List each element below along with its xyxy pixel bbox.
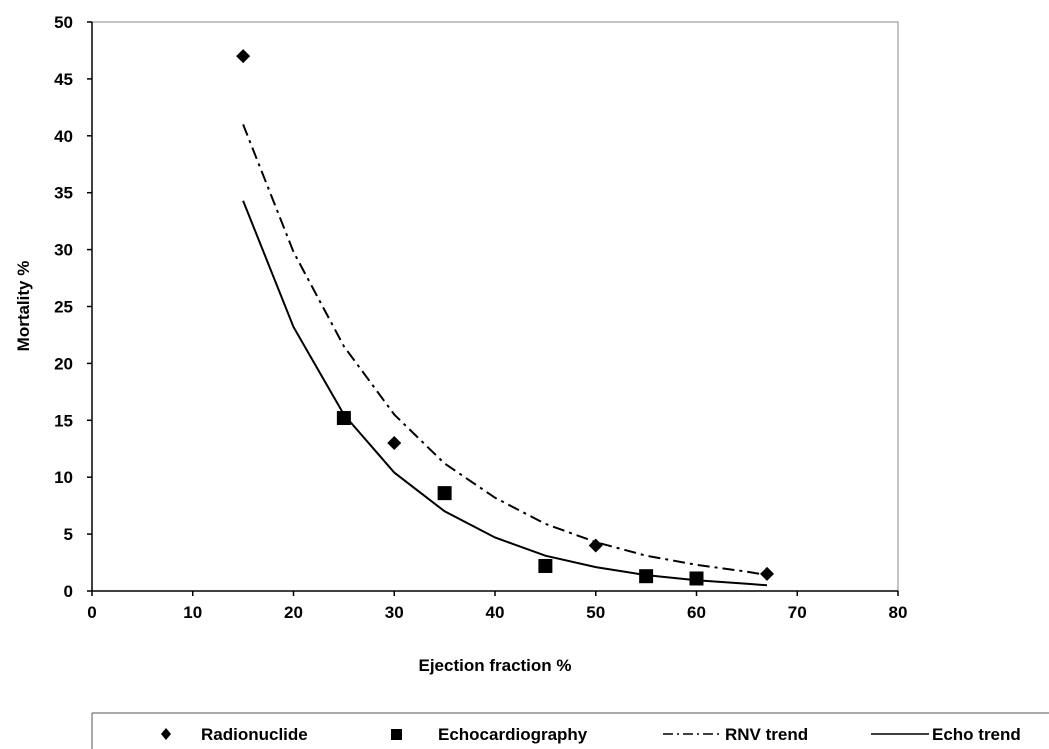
legend-item-radionuclide: Radionuclide	[161, 725, 308, 744]
x-tick-label: 80	[889, 603, 908, 622]
legend-label-rnv-trend: RNV trend	[725, 725, 808, 744]
x-tick-label: 0	[87, 603, 96, 622]
y-axis-title: Mortality %	[14, 261, 33, 352]
echocardiography-point	[437, 486, 452, 501]
legend-diamond-marker	[161, 728, 171, 740]
legend-label-echo-trend: Echo trend	[932, 725, 1021, 744]
x-tick-label: 20	[284, 603, 303, 622]
y-tick-label: 15	[54, 411, 73, 430]
rnv-trend-line	[242, 124, 768, 577]
legend-label-radionuclide: Radionuclide	[201, 725, 308, 744]
x-tick-label: 30	[385, 603, 404, 622]
y-tick-label: 45	[54, 70, 73, 89]
legend-square-marker	[391, 729, 402, 740]
x-tick-label: 40	[486, 603, 505, 622]
data-markers	[236, 49, 775, 586]
radionuclide-point	[588, 538, 603, 553]
plot-area	[91, 21, 899, 592]
x-tick-label: 50	[586, 603, 605, 622]
legend-item-rnv-trend: RNV trend	[663, 725, 808, 744]
radionuclide-point	[760, 566, 775, 581]
legend: Radionuclide Echocardiography RNV trend …	[91, 712, 1049, 749]
echocardiography-point	[336, 411, 351, 426]
echocardiography-point	[639, 569, 654, 584]
y-tick-label: 40	[54, 127, 73, 146]
legend-item-echocardiography: Echocardiography	[391, 725, 588, 744]
radionuclide-point	[387, 436, 402, 451]
y-tick-label: 5	[64, 525, 73, 544]
x-tick-label: 10	[183, 603, 202, 622]
y-tick-label: 0	[64, 582, 73, 601]
y-tick-label: 20	[54, 354, 73, 373]
y-tick-label: 30	[54, 241, 73, 260]
x-tick-label: 70	[788, 603, 807, 622]
legend-item-echo-trend: Echo trend	[871, 725, 1021, 744]
x-tick-label: 60	[687, 603, 706, 622]
y-axis-ticks: 0 5 10 15 20 25 30 35 40 45 50	[54, 13, 92, 601]
trendlines	[242, 124, 768, 587]
y-tick-label: 10	[54, 468, 73, 487]
echo-trend-line	[242, 200, 768, 587]
y-tick-label: 25	[54, 298, 73, 317]
x-axis-ticks: 0 10 20 30 40 50 60 70 80	[87, 591, 907, 622]
y-tick-label: 35	[54, 184, 73, 203]
x-axis-title: Ejection fraction %	[418, 656, 571, 675]
echocardiography-point	[538, 558, 553, 573]
radionuclide-point	[236, 49, 251, 64]
y-tick-label: 50	[54, 13, 73, 32]
echocardiography-point	[689, 571, 704, 586]
legend-label-echocardiography: Echocardiography	[438, 725, 588, 744]
